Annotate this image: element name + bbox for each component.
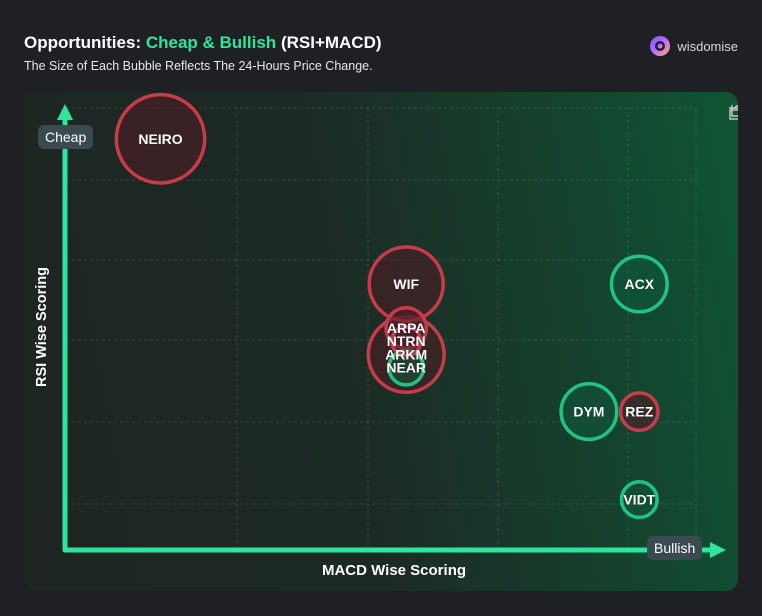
x-axis-end-label: Bullish xyxy=(647,536,703,560)
bubble-label-ntrn: NTRN xyxy=(387,333,426,349)
brand-name: wisdomise xyxy=(677,38,738,54)
bubble-label-acx: ACX xyxy=(625,276,655,292)
x-axis-title: MACD Wise Scoring xyxy=(321,562,467,579)
bubble-label-dym: DYM xyxy=(573,404,604,420)
bubble-acx xyxy=(609,254,669,314)
wisdomise-logo-icon xyxy=(650,36,671,56)
y-axis-end-label: Cheap xyxy=(38,125,94,149)
bubble-neiro xyxy=(114,92,207,185)
chart-panel: NEIRO WIF ARPA NTRN ARKM NEAR ACX DYM REZ VIDT Ch… xyxy=(24,92,738,591)
y-axis-arrow xyxy=(57,104,73,120)
bubble-dym xyxy=(559,382,619,442)
bubble-label-wif: WIF xyxy=(393,276,419,292)
bubble-label-vidt: VIDT xyxy=(623,492,655,508)
bubble-rez xyxy=(618,391,660,433)
bubble-vidt xyxy=(619,480,659,520)
title-accent: Cheap & Bullish xyxy=(145,33,277,52)
bubble-label-arkm: ARKM xyxy=(385,346,427,362)
chart-title: Opportunities: Cheap & Bullish (RSI+MACD… xyxy=(24,33,382,53)
y-axis-title: RSI Wise Scoring xyxy=(34,267,50,387)
chart-subtitle: The Size of Each Bubble Reflects The 24-… xyxy=(24,59,373,73)
brand: wisdomise xyxy=(649,35,738,57)
bubble-label-rez: REZ xyxy=(625,404,653,420)
bubble-label-near: NEAR xyxy=(386,360,426,376)
bubble-ntrn xyxy=(390,325,423,358)
bubble-label-neiro: NEIRO xyxy=(138,131,182,147)
bubble-label-arpa: ARPA xyxy=(387,320,426,336)
chart-header: Opportunities: Cheap & Bullish (RSI+MACD… xyxy=(24,33,738,83)
crop-icon[interactable] xyxy=(728,104,738,120)
rotate-icon[interactable] xyxy=(728,104,738,120)
title-suffix: (RSI+MACD) xyxy=(280,33,382,52)
title-prefix: Opportunities: xyxy=(24,33,142,52)
x-axis-arrow xyxy=(710,542,726,558)
